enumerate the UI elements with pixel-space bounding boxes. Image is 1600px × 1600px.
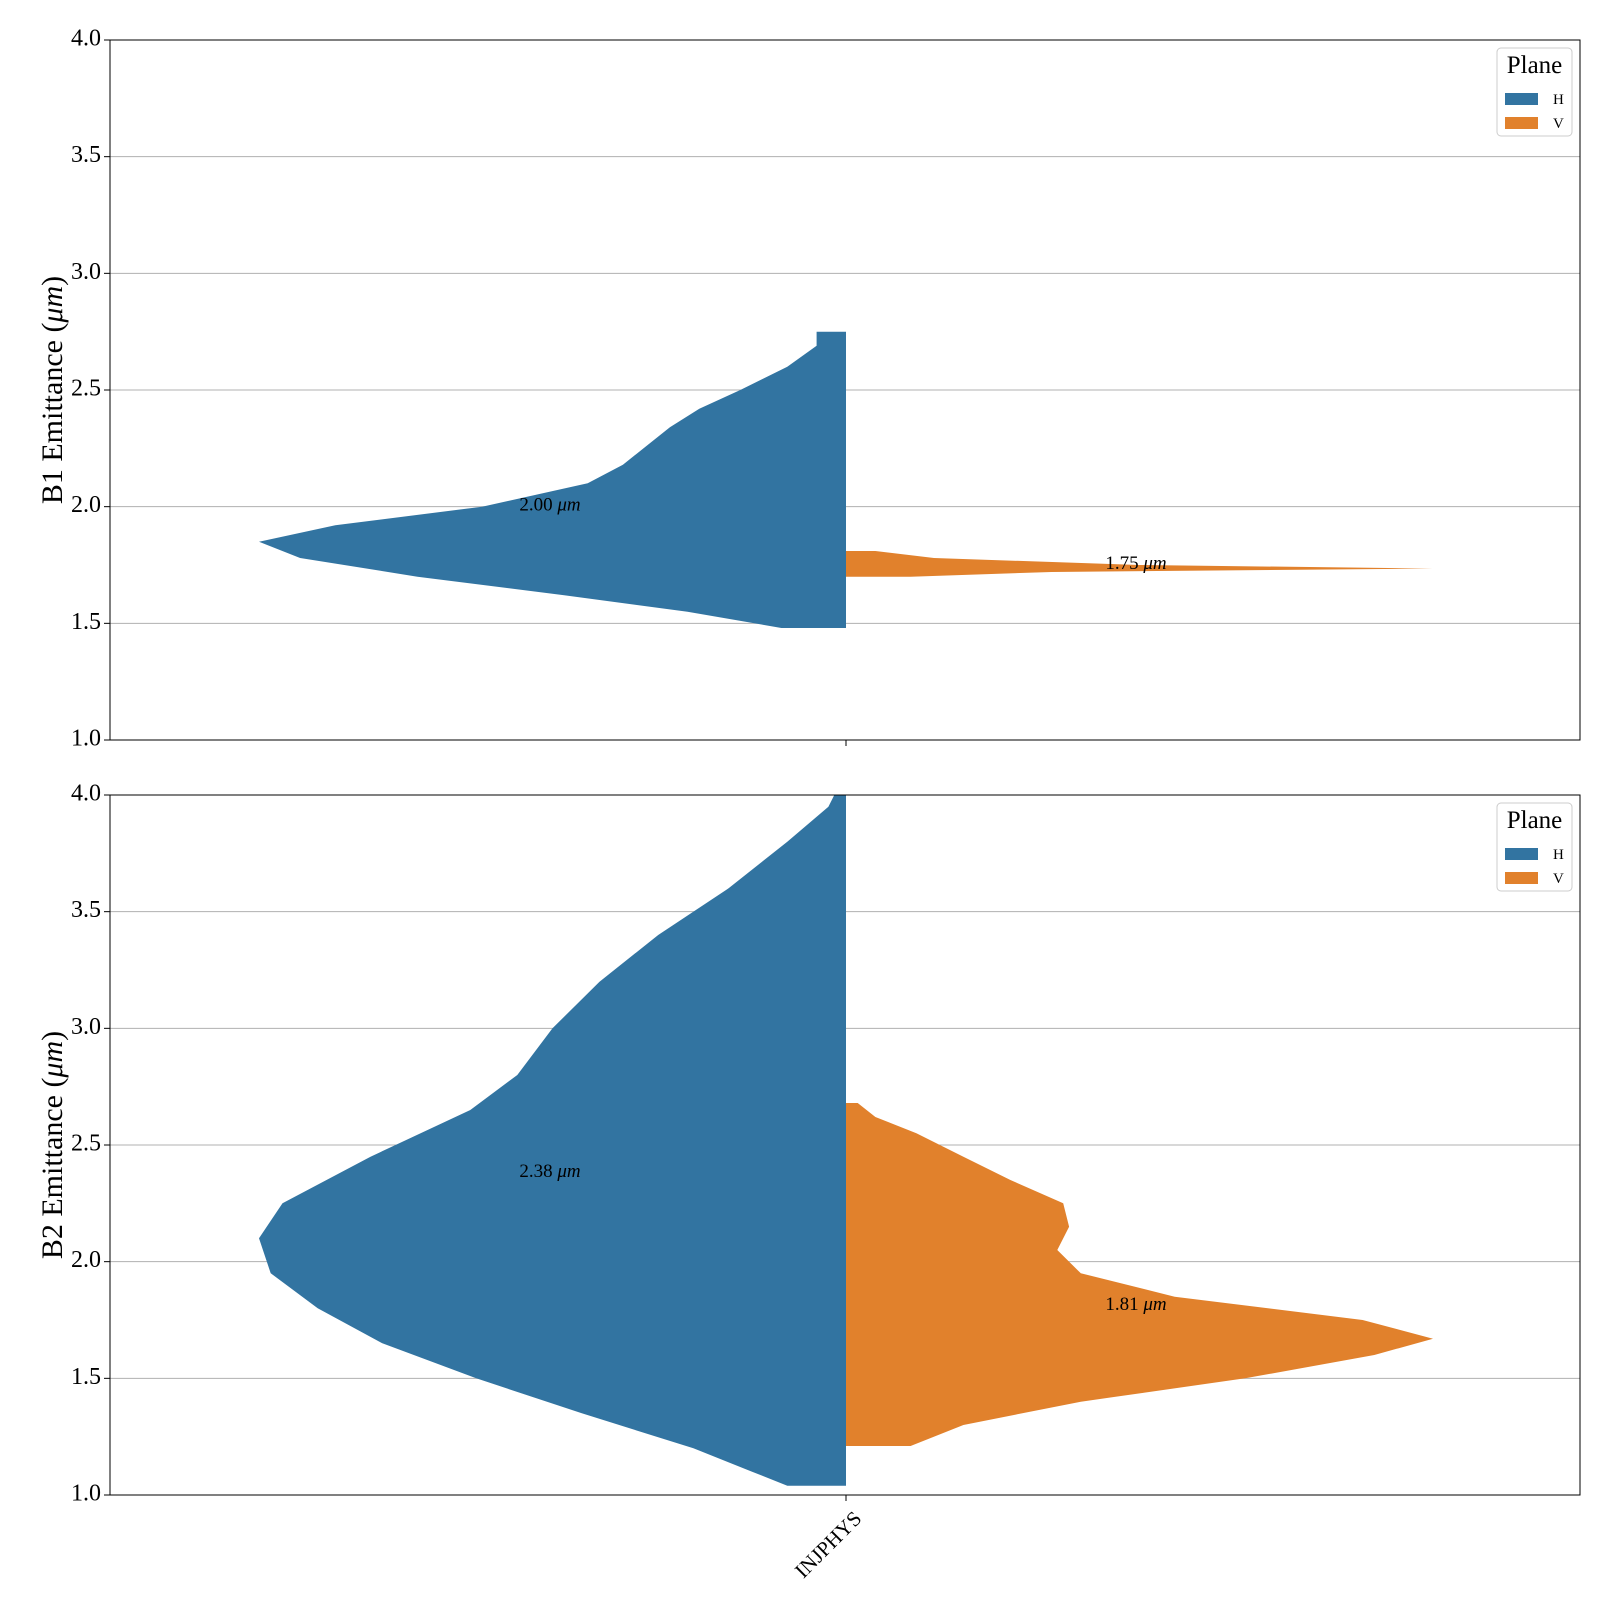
legend-label-h: H bbox=[1553, 92, 1564, 108]
annotation-h: 2.38 μm bbox=[519, 1161, 580, 1182]
legend-label-h: H bbox=[1553, 847, 1564, 863]
legend-title: Plane bbox=[1507, 52, 1563, 79]
y-tick-label: 3.0 bbox=[71, 1014, 101, 1040]
y-tick-label: 3.0 bbox=[71, 259, 101, 285]
annotation-v: 1.81 μm bbox=[1105, 1294, 1166, 1315]
plot-area bbox=[259, 795, 1433, 1486]
plot-area bbox=[259, 331, 1433, 628]
legend: Plane HV bbox=[1496, 47, 1573, 137]
y-tick-label: 4.0 bbox=[71, 26, 101, 52]
violin-v bbox=[846, 551, 1433, 577]
legend-swatch-h bbox=[1505, 848, 1538, 860]
annotation-h: 2.00 μm bbox=[519, 495, 580, 516]
panel-2: 2.38 μm 1.81 μm 1.0 1.5 2.0 2.5 3.0 3.5 4.0 B2 Em… bbox=[36, 781, 1581, 1507]
y-axis-label: B2 Emittance (μm) bbox=[36, 1031, 69, 1259]
legend-swatch-h bbox=[1505, 93, 1538, 105]
violin-v bbox=[846, 1103, 1433, 1446]
legend-box bbox=[1496, 802, 1573, 892]
violin-h bbox=[259, 331, 846, 628]
x-tick-label: INJPHYS bbox=[790, 1506, 866, 1582]
legend-swatch-v bbox=[1505, 117, 1538, 129]
panel-1: 2.00 μm 1.75 μm 1.0 1.5 2.0 2.5 3.0 3.5 4.0 B1 Em… bbox=[36, 26, 1581, 752]
legend-swatch-v bbox=[1505, 872, 1538, 884]
y-tick-label: 2.0 bbox=[71, 1247, 101, 1273]
annotation-v: 1.75 μm bbox=[1105, 553, 1166, 574]
legend-box bbox=[1496, 47, 1573, 137]
y-axis-label: B1 Emittance (μm) bbox=[36, 276, 69, 504]
legend-label-v: V bbox=[1553, 871, 1564, 887]
y-tick-label: 2.0 bbox=[71, 492, 101, 518]
violin-h bbox=[259, 795, 846, 1486]
legend: Plane HV bbox=[1496, 802, 1573, 892]
y-tick-label: 2.5 bbox=[71, 1131, 101, 1157]
legend-title: Plane bbox=[1507, 807, 1563, 834]
y-tick-label: 1.0 bbox=[71, 726, 101, 752]
y-tick-label: 1.0 bbox=[71, 1481, 101, 1507]
y-tick-label: 1.5 bbox=[71, 609, 101, 635]
y-tick-label: 3.5 bbox=[71, 897, 101, 923]
y-tick-label: 2.5 bbox=[71, 376, 101, 402]
y-tick-label: 4.0 bbox=[71, 781, 101, 807]
legend-label-v: V bbox=[1553, 116, 1564, 132]
y-tick-label: 3.5 bbox=[71, 142, 101, 168]
y-tick-label: 1.5 bbox=[71, 1364, 101, 1390]
